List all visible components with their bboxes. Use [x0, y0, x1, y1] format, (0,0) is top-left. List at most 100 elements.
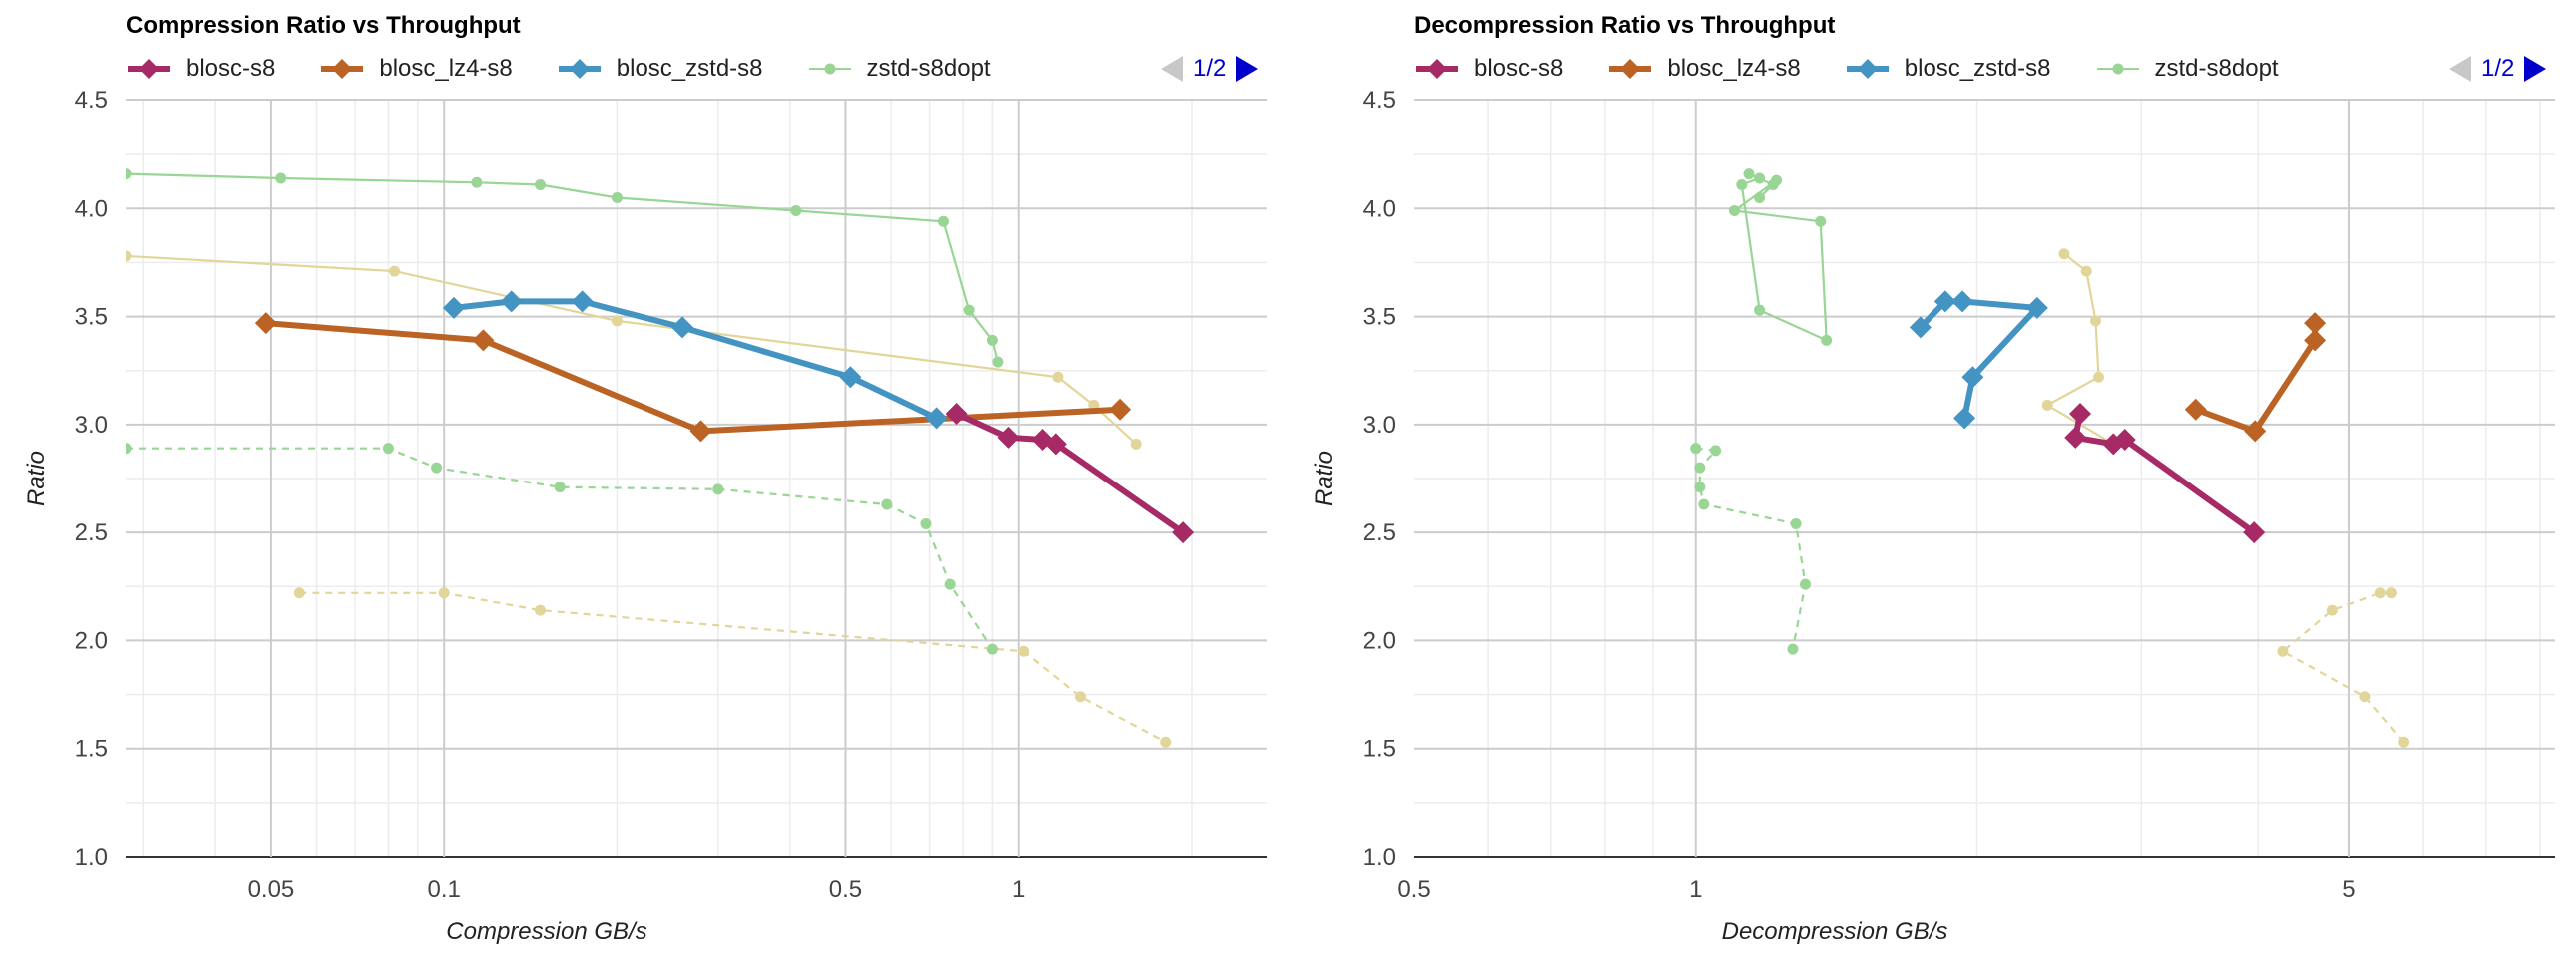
data-point: [1800, 578, 1812, 590]
data-point: [1790, 517, 1802, 529]
data-point: [438, 587, 450, 599]
data-point: [944, 578, 956, 590]
data-point: [611, 191, 623, 203]
series-zstd-s8dopt: [126, 168, 1004, 368]
legend-item-blosc_lz4-s8[interactable]: blosc_lz4-s8: [319, 55, 513, 83]
data-point: [945, 403, 968, 426]
series-line: [2072, 413, 2256, 535]
data-point: [1160, 736, 1172, 748]
x-tick-label: 0.5: [829, 876, 862, 903]
legend[interactable]: blosc-s8 blosc_lz4-s8 blosc_zstd-s8 zstd…: [1414, 52, 2323, 86]
legend[interactable]: blosc-s8 blosc_lz4-s8 blosc_zstd-s8 zstd…: [126, 52, 1035, 86]
data-point: [2069, 403, 2092, 426]
legend-item-blosc-s8[interactable]: blosc-s8: [126, 55, 275, 83]
legend-label: blosc_zstd-s8: [1904, 55, 2051, 82]
data-point: [2113, 429, 2136, 452]
data-point: [2359, 691, 2371, 703]
series-line: [2281, 591, 2405, 743]
pager-next-icon[interactable]: [2524, 56, 2547, 82]
legend-item-blosc_lz4-s8[interactable]: blosc_lz4-s8: [1607, 55, 1801, 83]
series-zstd-s8dopt-unlabeled: [126, 443, 998, 655]
legend-item-blosc_zstd-s8[interactable]: blosc_zstd-s8: [1845, 55, 2051, 83]
data-point: [1130, 438, 1142, 450]
series-blosc-s8: [945, 403, 1195, 544]
series-blosc_zstd-s8: [442, 290, 948, 430]
legend-item-blosc_zstd-s8[interactable]: blosc_zstd-s8: [557, 55, 763, 83]
data-point: [275, 172, 287, 184]
data-point: [1698, 498, 1710, 510]
pager-prev-icon[interactable]: [1161, 56, 1183, 82]
legend-item-zstd-s8dopt[interactable]: zstd-s8dopt: [2095, 55, 2279, 83]
major-gridlines: [1414, 99, 2555, 858]
data-point: [1694, 462, 1706, 474]
pager-next-icon[interactable]: [1236, 56, 1259, 82]
data-point: [126, 443, 132, 455]
legend-label: blosc_zstd-s8: [616, 55, 763, 82]
data-point: [2184, 398, 2207, 421]
data-point: [611, 315, 623, 327]
data-point: [534, 178, 546, 190]
legend-item-zstd-s8dopt[interactable]: zstd-s8dopt: [807, 55, 991, 83]
y-tick-label: 1.0: [1363, 844, 1396, 871]
data-point: [1961, 366, 1984, 389]
decompression-plot: 1.0 1.5 2.0 2.5 3.0 3.5 4.0 4.5 0.5 1 5 Decompressi…: [1311, 87, 2555, 945]
data-point: [2304, 329, 2327, 352]
data-point: [554, 482, 566, 493]
data-point: [992, 356, 1004, 368]
legend-swatch-diamond-icon: [1416, 59, 1458, 79]
data-point: [1815, 215, 1827, 227]
pager-label: 1/2: [1193, 55, 1227, 82]
data-point: [293, 587, 305, 599]
legend-swatch-diamond-icon: [1846, 59, 1889, 79]
data-point: [1754, 191, 1766, 203]
data-point: [2304, 312, 2327, 335]
data-point: [2093, 371, 2105, 383]
y-tick-label: 3.0: [75, 412, 108, 439]
legend-label: zstd-s8dopt: [2154, 55, 2279, 82]
minor-gridlines: [1414, 100, 2555, 857]
chart-title: Compression Ratio vs Throughput: [126, 12, 521, 39]
legend-swatch-circle-icon: [808, 63, 851, 75]
pager-prev-icon[interactable]: [2449, 56, 2471, 82]
y-tick-label: 2.5: [75, 519, 108, 546]
data-point: [2277, 645, 2289, 657]
data-point: [1172, 521, 1195, 544]
data-point: [571, 290, 594, 313]
legend-swatch-diamond-icon: [128, 59, 170, 79]
y-axis-title: Ratio: [1311, 451, 1338, 506]
y-tick-label: 2.5: [1363, 519, 1396, 546]
data-point: [1690, 443, 1702, 455]
data-point: [1729, 204, 1741, 216]
series-zstd-s8dopt: [1729, 168, 1833, 346]
series-line: [1918, 298, 2040, 419]
series-line: [299, 591, 1167, 744]
series-line: [126, 172, 999, 363]
x-axis-title: Decompression GB/s: [1722, 918, 1948, 945]
data-point: [1771, 174, 1783, 186]
data-point: [689, 420, 712, 443]
legend-label: zstd-s8dopt: [866, 55, 991, 82]
y-tick-label: 4.0: [1363, 195, 1396, 222]
x-tick-label: 1: [1012, 876, 1025, 903]
compression-chart-panel: Compression Ratio vs Throughput blosc-s8…: [23, 12, 1267, 945]
y-tick-label: 1.5: [1363, 736, 1396, 763]
data-point: [431, 462, 443, 474]
series-zstd-s8dopt-unlabeled: [1690, 443, 1812, 655]
series-zstd-tan-unlabeled: [126, 250, 1142, 450]
data-point: [1044, 433, 1067, 456]
y-tick-label: 4.5: [1363, 87, 1396, 114]
series-line: [265, 320, 1121, 435]
legend-pager: 1/2: [2449, 52, 2547, 86]
data-point: [671, 316, 694, 339]
y-tick-label: 3.5: [1363, 304, 1396, 331]
legend-item-blosc-s8[interactable]: blosc-s8: [1414, 55, 1563, 83]
data-point: [986, 334, 998, 346]
data-point: [997, 426, 1020, 449]
y-tick-label: 1.5: [75, 736, 108, 763]
x-tick-label: 5: [2342, 876, 2355, 903]
y-tick-label: 3.0: [1363, 412, 1396, 439]
data-point: [2089, 315, 2101, 327]
data-point: [1787, 643, 1799, 655]
x-tick-label: 0.5: [1397, 876, 1430, 903]
data-point: [1109, 398, 1132, 421]
